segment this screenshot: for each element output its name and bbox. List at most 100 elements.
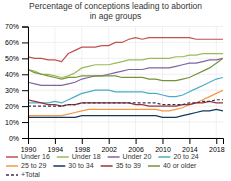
x-tick-mark [55,138,56,144]
legend-swatch [53,165,65,167]
title-line: in age groups [90,11,142,21]
series-line [28,54,223,78]
x-tick: 1994 [48,138,64,153]
legend-swatch [148,165,160,167]
grid-line-y [28,106,223,107]
y-tick-mark [22,42,28,43]
grid-line-x [135,27,136,139]
grid-line-y [28,26,223,27]
x-tick-mark [136,138,137,144]
legend-label: Under 20 [123,153,152,160]
legend-swatch [6,156,18,158]
y-tick-mark [22,74,28,75]
x-tick: 2018 [209,138,225,153]
grid-line-x [189,27,190,139]
x-tick-label: 2014 [182,146,198,153]
x-axis-line [29,139,224,145]
y-tick-label: 0% [9,135,19,142]
series-line [28,58,223,85]
x-tick-label: 2018 [209,146,225,153]
legend-label: Under 18 [72,153,101,160]
series-line [28,58,223,80]
legend-item: 40 or older [148,162,197,169]
x-tick: 2006 [128,138,144,153]
legend-swatch [158,156,170,158]
x-tick-mark [216,138,217,144]
y-tick-label: 40% [5,71,19,78]
grid-line-x [81,27,82,139]
series-line [28,90,223,115]
legend-label: Under 16 [21,153,50,160]
legend-label: 20 to 24 [173,153,198,160]
x-tick-mark [162,138,163,144]
x-tick: 2002 [101,138,117,153]
legend-label: +Total [21,171,40,178]
series-line [28,100,223,106]
series-line [28,38,223,62]
y-tick-label: 70% [5,23,19,30]
y-tick: 10% [5,119,28,126]
legend-label: 30 to 34 [68,162,93,169]
x-tick: 2014 [182,138,198,153]
grid-line-y [28,42,223,43]
y-axis: 0%10%20%30%40%50%60%70% [5,23,29,141]
y-tick-mark [22,27,28,28]
series-line [28,77,223,102]
legend-item: 25 to 29 [6,162,46,169]
y-tick-mark [22,90,28,91]
x-axis: 1990 1994 1998 2002 2006 2010 2014 2018 [21,138,225,153]
y-tick: 70% [5,23,28,30]
y-tick: 30% [5,87,28,94]
legend-item: Under 18 [57,153,101,160]
legend-swatch [6,174,18,176]
grid-line-x [162,27,163,139]
chart-title: Percentage of conceptions leading to abo… [29,1,202,21]
legend-swatch [57,156,69,158]
chart-container: Percentage of conceptions leading to abo… [0,0,231,181]
legend-label: 35 to 39 [116,162,141,169]
legend-swatch [6,165,18,167]
y-tick-mark [22,122,28,123]
y-axis-line [22,27,29,139]
legend-item: Under 20 [108,153,152,160]
x-tick: 1990 [21,138,37,153]
y-tick-mark [22,106,28,107]
x-tick-label: 2010 [155,146,171,153]
legend: Under 16 Under 18 Under 20 20 to 24 25 to 29… [6,153,199,178]
x-tick-label: 2006 [128,146,144,153]
grid-line-y [28,74,223,75]
grid-line-y [28,58,223,59]
y-tick: 40% [5,71,28,78]
x-tick: 1998 [75,138,91,153]
y-tick: 0% [9,135,28,142]
legend-swatch [101,165,113,167]
y-tick-mark [22,58,28,59]
grid [28,27,223,139]
y-tick-label: 60% [5,39,19,46]
series-line [28,109,223,117]
y-tick: 60% [5,39,28,46]
y-tick-label: 10% [5,119,19,126]
x-tick-label: 1998 [75,146,91,153]
chart-svg: Percentage of conceptions leading to abo… [0,0,231,181]
legend-swatch [108,156,120,158]
y-tick-label: 20% [5,103,19,110]
title-line: Percentage of conceptions leading to abo… [29,1,202,11]
x-tick-mark [109,138,110,144]
x-tick-label: 1994 [48,146,64,153]
x-tick-mark [82,138,83,144]
grid-line-x [54,27,55,139]
lines [28,38,223,118]
legend-label: 25 to 29 [21,162,46,169]
legend-item: 35 to 39 [101,162,141,169]
x-tick-mark [189,138,190,144]
x-tick-label: 1990 [21,146,37,153]
y-tick: 20% [5,103,28,110]
x-tick: 2010 [155,138,171,153]
x-tick-label: 2002 [101,146,117,153]
plot: 1990 1994 1998 2002 2006 2010 2014 2018 0% 10% 20%… [5,23,225,153]
legend-item: +Total [6,171,40,178]
y-tick-label: 30% [5,87,19,94]
legend-item: 20 to 24 [158,153,198,160]
series-line [28,100,223,106]
